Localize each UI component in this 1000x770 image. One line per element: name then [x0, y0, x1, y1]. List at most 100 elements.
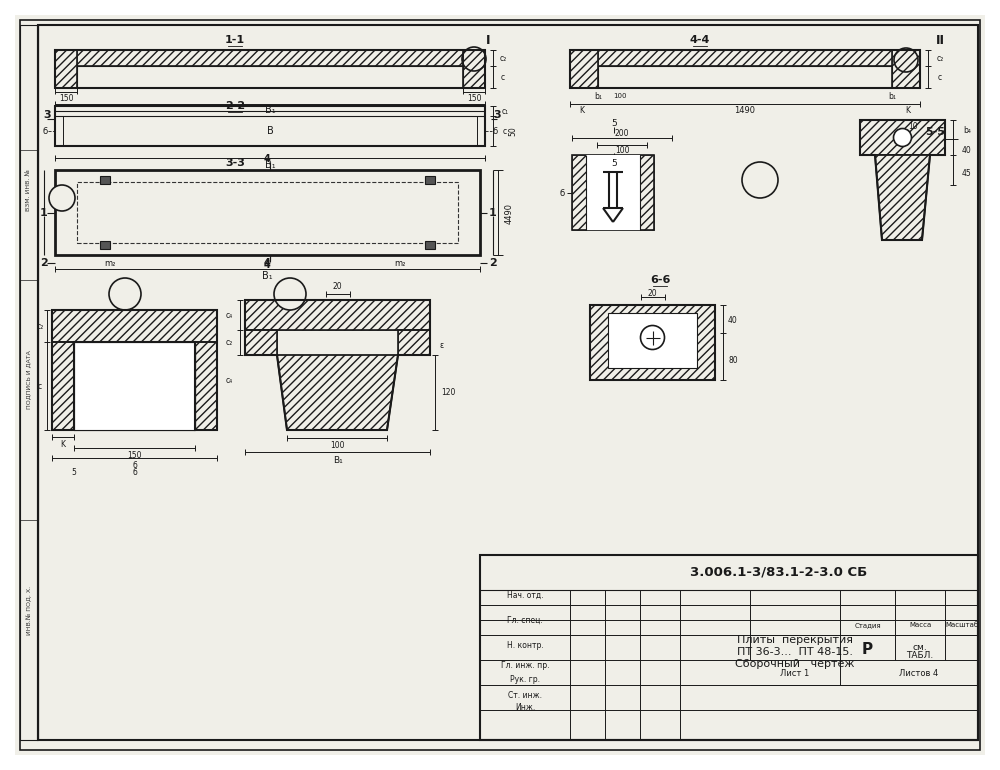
Text: 1: 1 — [489, 208, 497, 218]
Text: 2: 2 — [40, 258, 48, 268]
Text: III: III — [754, 175, 766, 185]
Text: B₁: B₁ — [333, 456, 342, 464]
Text: 150: 150 — [467, 93, 481, 102]
Bar — [100, 176, 110, 184]
Text: Плиты  перекрытия: Плиты перекрытия — [737, 635, 853, 645]
Bar — [20, 25, 38, 740]
Text: 5: 5 — [611, 159, 617, 168]
Bar — [586, 155, 640, 230]
Text: 4: 4 — [264, 258, 270, 268]
Text: см.: см. — [913, 642, 927, 651]
Bar — [892, 50, 920, 88]
Bar — [245, 300, 430, 330]
Text: Масштаб: Масштаб — [945, 622, 978, 628]
Bar — [245, 330, 277, 355]
Text: Инж.: Инж. — [515, 704, 535, 712]
Circle shape — [274, 278, 306, 310]
Text: b₁: b₁ — [594, 92, 602, 101]
Bar — [245, 300, 430, 330]
Text: Стадия: Стадия — [854, 622, 881, 628]
Text: Рук. гр.: Рук. гр. — [510, 675, 540, 685]
Bar — [480, 555, 978, 740]
Text: Лист 1: Лист 1 — [780, 668, 810, 678]
Text: ε: ε — [440, 340, 444, 350]
Text: 4-4: 4-4 — [690, 35, 710, 45]
Polygon shape — [875, 155, 930, 240]
Text: ВЗМ. ИНВ. №: ВЗМ. ИНВ. № — [26, 169, 32, 211]
Text: Р: Р — [862, 642, 873, 658]
Text: c: c — [503, 126, 507, 136]
Text: 2-2: 2-2 — [225, 101, 245, 111]
Text: ИНВ.№ ПОД. Х.: ИНВ.№ ПОД. Х. — [26, 585, 32, 634]
Text: b₄: b₄ — [963, 126, 971, 135]
Text: Масса: Масса — [909, 622, 931, 628]
Text: б: б — [42, 126, 48, 136]
Text: 45: 45 — [962, 169, 972, 178]
Text: I: I — [486, 34, 490, 46]
Text: 6-6: 6-6 — [650, 275, 670, 285]
Bar — [398, 330, 430, 355]
Text: III: III — [57, 193, 67, 203]
Bar — [570, 50, 920, 66]
Text: ТАБЛ.: ТАБЛ. — [906, 651, 934, 659]
Text: 20: 20 — [648, 289, 657, 297]
Text: 40: 40 — [962, 146, 972, 155]
Circle shape — [640, 326, 664, 350]
Bar — [55, 106, 485, 146]
Bar — [55, 170, 480, 255]
Text: Гл. инж. пр.: Гл. инж. пр. — [501, 661, 549, 669]
Bar — [860, 120, 945, 155]
Bar — [425, 176, 435, 184]
Text: 100: 100 — [615, 146, 629, 155]
Text: б: б — [132, 467, 137, 477]
Text: B₁: B₁ — [265, 105, 275, 115]
Text: 20: 20 — [333, 282, 342, 290]
Text: c₄: c₄ — [225, 376, 233, 384]
Text: 1: 1 — [40, 208, 48, 218]
Text: 120: 120 — [441, 388, 455, 397]
Bar — [55, 50, 485, 88]
Text: 50: 50 — [509, 126, 518, 136]
Bar — [463, 50, 485, 88]
Bar — [572, 155, 586, 230]
Text: б: б — [492, 126, 498, 136]
Polygon shape — [277, 355, 398, 430]
Bar — [590, 305, 715, 380]
Bar — [195, 342, 217, 430]
Text: 5-5: 5-5 — [925, 127, 945, 137]
Bar — [55, 50, 77, 88]
Text: 100: 100 — [330, 440, 344, 450]
Bar — [570, 50, 598, 88]
Bar — [74, 342, 195, 430]
Circle shape — [109, 278, 141, 310]
Text: 80: 80 — [728, 356, 738, 364]
Bar — [55, 50, 77, 88]
Bar — [570, 50, 920, 88]
Text: Гл. спец.: Гл. спец. — [507, 615, 543, 624]
Bar — [52, 342, 74, 430]
Bar — [640, 155, 654, 230]
Text: c: c — [938, 72, 942, 82]
Bar — [570, 50, 598, 88]
Text: c₁: c₁ — [501, 106, 509, 115]
Bar — [74, 342, 195, 430]
Bar — [398, 330, 430, 355]
Text: c₂: c₂ — [36, 322, 44, 330]
Text: 40: 40 — [728, 316, 738, 324]
Text: Листов 4: Листов 4 — [899, 668, 939, 678]
Text: 1490: 1490 — [734, 105, 756, 115]
Text: 4: 4 — [264, 260, 270, 270]
Text: б: б — [559, 189, 565, 197]
Bar — [74, 342, 195, 430]
Text: II: II — [286, 287, 294, 300]
Bar — [572, 155, 654, 230]
Text: c₂: c₂ — [225, 337, 233, 346]
Text: Сборочный   чертеж: Сборочный чертеж — [735, 659, 855, 669]
Bar — [52, 310, 217, 342]
Bar — [608, 313, 697, 368]
Text: Ст. инж.: Ст. инж. — [508, 691, 542, 699]
Text: II: II — [936, 34, 944, 46]
Bar — [52, 342, 74, 430]
Text: Нач. отд.: Нач. отд. — [507, 591, 543, 600]
Bar — [195, 342, 217, 430]
